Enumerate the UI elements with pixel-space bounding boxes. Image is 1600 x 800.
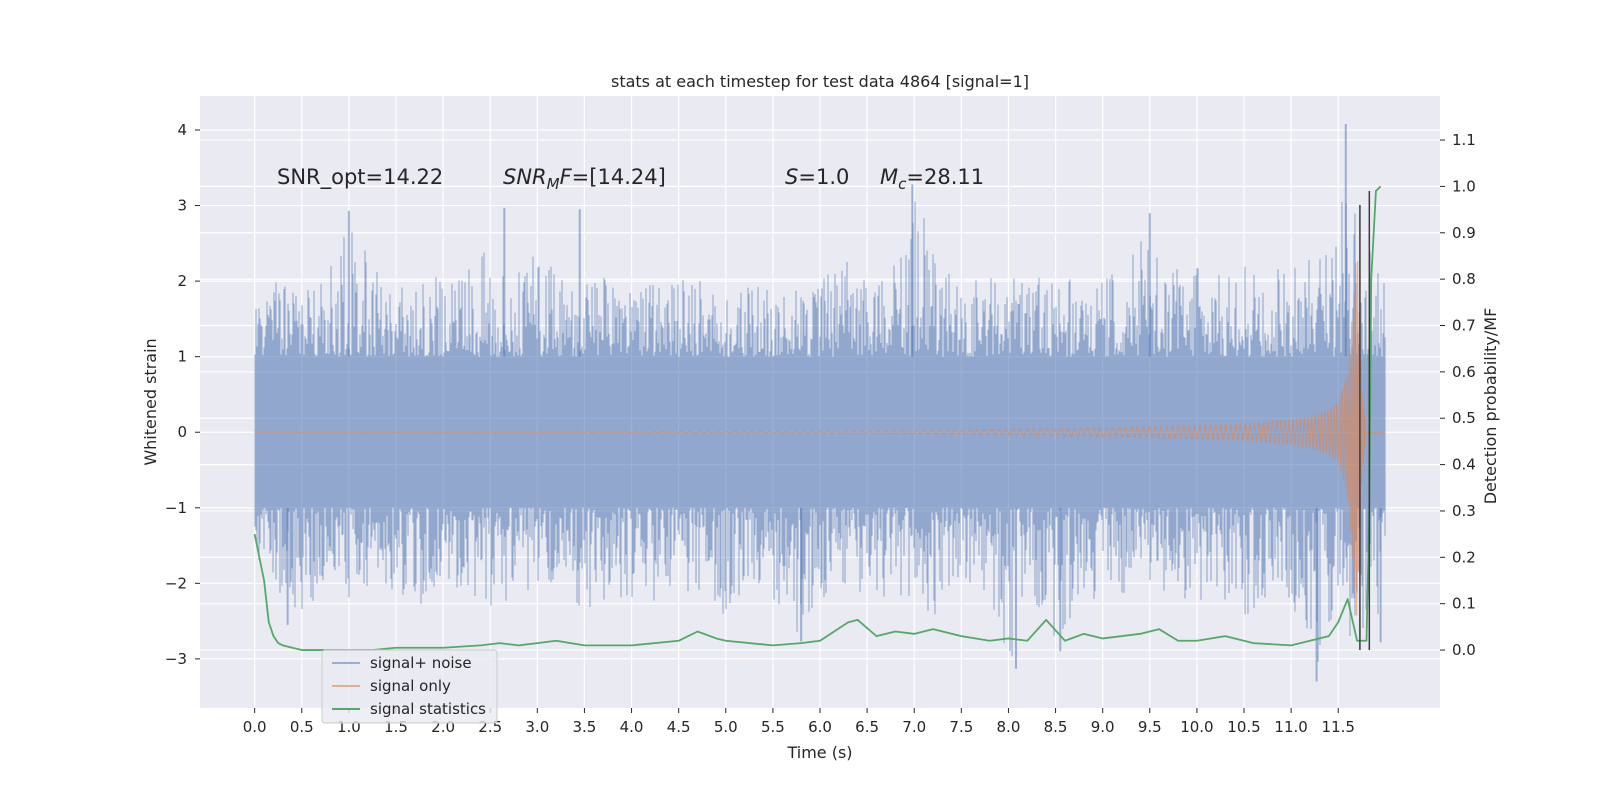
annotation-snr-opt: SNR_opt=14.22 [277,165,443,190]
annotation-mc: Mc=28.11 [880,165,984,193]
y2-tick-label: 0.4 [1452,456,1476,474]
legend: signal+ noise signal only signal statist… [321,649,498,724]
y2-tick-label: 0.3 [1452,502,1476,520]
annotation-s: S=1.0 [785,165,849,189]
signal-only-line [254,261,1386,616]
plot-content [253,123,1386,682]
legend-box [321,649,498,724]
x-tick-label: 7.0 [902,718,926,736]
x-tick-label: 4.0 [620,718,644,736]
x-tick-label: 3.5 [573,718,597,736]
y2-tick-label: 1.0 [1452,177,1476,195]
y2-tick-label: 0.2 [1452,548,1476,566]
x-tick-label: 4.5 [667,718,691,736]
x-tick-label: 9.5 [1138,718,1162,736]
y2-tick-label: 0.5 [1452,409,1476,427]
y2-tick-label: 0.6 [1452,363,1476,381]
x-axis-label: Time (s) [786,743,852,762]
x-tick-label: 11.0 [1274,718,1307,736]
legend-label-signal: signal only [370,677,451,695]
x-tick-label: 10.0 [1180,718,1213,736]
signal-only-series [254,261,1386,616]
x-tick-label: 3.0 [525,718,549,736]
annotations: SNR_opt=14.22 SNRMF=[14.24] S=1.0 Mc=28.… [277,165,984,193]
y-tick-label: −1 [165,499,187,517]
y-tick-label: −2 [165,574,187,592]
y-tick-label: 4 [177,121,187,139]
x-tick-label: 8.5 [1044,718,1068,736]
legend-label-stats: signal statistics [370,700,486,718]
y2-axis-label: Detection probability/MF [1481,308,1500,505]
y-tick-label: 2 [177,272,187,290]
x-tick-label: 7.5 [949,718,973,736]
y-tick-label: 1 [177,348,187,366]
annotation-snr-mf: SNRMF=[14.24] [503,165,666,193]
y-tick-label: −3 [165,650,187,668]
y-tick-label: 0 [177,423,187,441]
x-tick-label: 0.5 [290,718,314,736]
x-tick-label: 0.0 [243,718,267,736]
y2-tick-label: 0.9 [1452,224,1476,242]
x-tick-label: 11.5 [1322,718,1355,736]
x-tick-label: 8.0 [997,718,1021,736]
signal-noise-series [254,123,1386,682]
chart-title: stats at each timestep for test data 486… [611,72,1029,91]
x-tick-label: 10.5 [1227,718,1260,736]
y-tick-label: 3 [177,197,187,215]
x-tick-label: 5.5 [761,718,785,736]
y-axis-label: Whitened strain [141,338,160,465]
y2-tick-label: 0.7 [1452,317,1476,335]
x-tick-label: 6.5 [855,718,879,736]
x-tick-label: 9.0 [1091,718,1115,736]
x-tick-label: 6.0 [808,718,832,736]
y2-tick-label: 0.1 [1452,595,1476,613]
y2-tick-label: 0.8 [1452,270,1476,288]
y2-tick-label: 0.0 [1452,641,1476,659]
legend-label-noise: signal+ noise [370,654,472,672]
detection-markers [1359,191,1371,651]
y2-tick-label: 1.1 [1452,131,1476,149]
x-tick-label: 5.0 [714,718,738,736]
